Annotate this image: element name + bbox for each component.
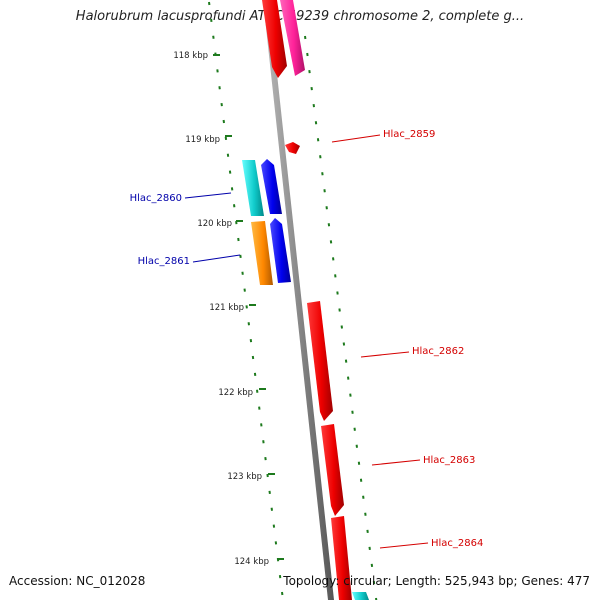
gene-arrow-hlac-2863[interactable] <box>321 424 344 516</box>
gene-label-text[interactable]: Hlac_2862 <box>412 346 464 357</box>
gene-arrow-hlac-2861-blue[interactable] <box>270 218 291 283</box>
gene-arrow-hlac-2864[interactable] <box>331 516 352 600</box>
kbp-label: 123 kbp <box>227 472 262 482</box>
gene-arrow-hlac-2860-blue[interactable] <box>261 159 282 214</box>
tick-track-left <box>208 1 284 596</box>
kbp-marker: 124 kbp <box>234 557 284 567</box>
topology-stats: Topology: circular; Length: 525,943 bp; … <box>283 574 590 588</box>
tick-track-right <box>304 35 378 600</box>
kbp-marker: 122 kbp <box>218 388 266 398</box>
kbp-marker: 123 kbp <box>227 472 275 482</box>
gene-arrow-top-red[interactable] <box>262 0 287 78</box>
gene-arrow-hlac-2861-orange[interactable] <box>251 221 273 285</box>
kbp-marker: 118 kbp <box>173 51 220 61</box>
gene-label-text[interactable]: Hlac_2860 <box>130 193 182 204</box>
gene-arrow-top-pink[interactable] <box>280 0 305 76</box>
gene-label-hlac-2859[interactable]: Hlac_2859 <box>331 129 435 143</box>
gene-arrow-bottom-cyan[interactable] <box>352 592 369 600</box>
gene-label-hlac-2860[interactable]: Hlac_2860 <box>130 192 232 204</box>
gene-label-hlac-2861[interactable]: Hlac_2861 <box>138 254 241 267</box>
gene-label-text[interactable]: Hlac_2864 <box>431 538 483 549</box>
gene-label-hlac-2864[interactable]: Hlac_2864 <box>379 538 483 549</box>
kbp-label: 118 kbp <box>173 51 208 61</box>
map-title: Halorubrum lacusprofundi ATCC 49239 chro… <box>75 9 525 24</box>
kbp-marker: 119 kbp <box>185 135 232 145</box>
kbp-marker: 121 kbp <box>209 303 256 313</box>
kbp-marker: 120 kbp <box>197 219 243 229</box>
gene-label-text[interactable]: Hlac_2861 <box>138 256 190 267</box>
kbp-label: 120 kbp <box>197 219 232 229</box>
gene-label-text[interactable]: Hlac_2863 <box>423 455 475 466</box>
accession-label: Accession: NC_012028 <box>9 574 146 588</box>
gene-label-text[interactable]: Hlac_2859 <box>383 129 435 140</box>
kbp-label: 121 kbp <box>209 303 244 313</box>
gene-arrow-hlac-2860-cyan[interactable] <box>242 160 264 216</box>
kbp-label: 124 kbp <box>234 557 269 567</box>
gene-label-hlac-2863[interactable]: Hlac_2863 <box>371 455 475 466</box>
kbp-scale: 118 kbp 119 kbp 120 kbp 121 kbp 122 kbp … <box>173 51 284 567</box>
gene-arrow-hlac-2859[interactable] <box>285 142 300 154</box>
kbp-label: 119 kbp <box>185 135 220 145</box>
gene-label-hlac-2862[interactable]: Hlac_2862 <box>360 346 464 358</box>
gene-arrow-hlac-2862[interactable] <box>307 301 333 421</box>
backbone <box>263 0 334 600</box>
kbp-label: 122 kbp <box>218 388 253 398</box>
